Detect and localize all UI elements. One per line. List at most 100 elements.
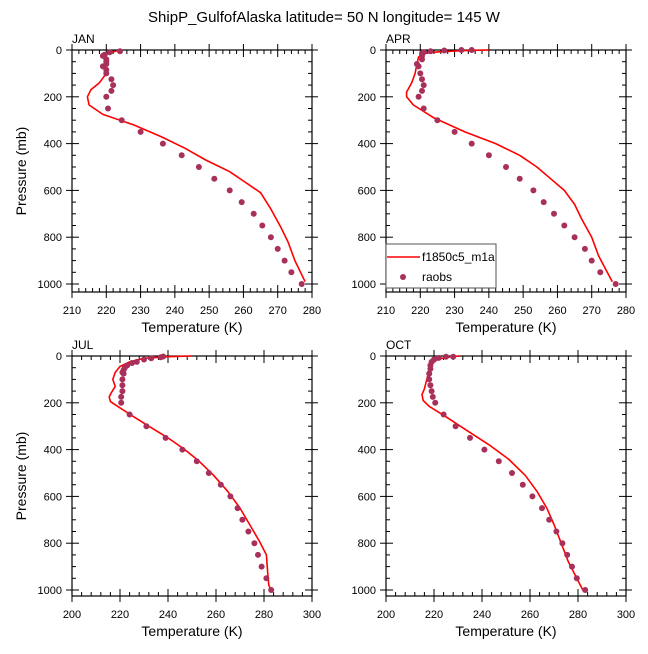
raobs-point: [427, 382, 434, 389]
legend-marker-swatch: [400, 274, 406, 280]
raobs-point: [178, 152, 185, 159]
y-tick-label: 800: [44, 232, 62, 244]
raobs-point: [581, 245, 588, 252]
x-tick-label: 240: [473, 609, 491, 621]
raobs-point: [458, 47, 465, 53]
raobs-point: [419, 87, 425, 94]
x-axis-label: Temperature (K): [141, 319, 242, 335]
y-tick-label: 1000: [38, 585, 62, 597]
raobs-point: [540, 199, 547, 206]
raobs-point: [245, 528, 252, 535]
raobs-point: [268, 587, 275, 593]
y-tick-label: 600: [358, 185, 376, 197]
raobs-point: [530, 187, 537, 194]
raobs-point: [468, 140, 475, 147]
raobs-point: [119, 382, 126, 389]
model-line-f1850c5_m1a: [421, 355, 584, 591]
raobs-point: [234, 505, 241, 512]
x-tick-label: 200: [377, 609, 395, 621]
model-line-f1850c5_m1a: [108, 355, 272, 591]
raobs-point: [428, 388, 435, 395]
raobs-point: [420, 105, 427, 112]
panel-jan: 210 220 230 240 250 260 270 280 0 200 400 600 800 100…: [13, 32, 321, 335]
y-tick-label: 1000: [352, 585, 376, 597]
x-tick-label: 220: [97, 305, 115, 317]
panel-apr: 210 220 230 240 250 260 270 280 0 200 400 600 800 100…: [352, 32, 636, 335]
raobs-point: [217, 481, 224, 488]
x-axis-label: Temperature (K): [141, 623, 242, 639]
raobs-point: [467, 434, 473, 441]
raobs-point: [481, 446, 488, 453]
raobs-point: [157, 354, 164, 361]
x-tick-label: 220: [411, 305, 429, 317]
raobs-point: [415, 63, 422, 70]
raobs-point: [612, 281, 619, 287]
raobs-point: [118, 117, 125, 124]
raobs-point: [419, 56, 425, 63]
raobs-point: [582, 587, 589, 593]
x-tick-label: 250: [200, 305, 218, 317]
raobs-point: [426, 370, 433, 377]
y-tick-label: 600: [44, 491, 62, 503]
x-tick-label: 240: [159, 609, 177, 621]
raobs-point: [509, 470, 515, 476]
x-tick-label: 240: [166, 305, 184, 317]
raobs-point: [129, 360, 135, 366]
raobs-point: [103, 70, 110, 77]
raobs-point: [119, 388, 126, 395]
panel-label: JUL: [72, 338, 94, 352]
y-tick-label: 800: [358, 232, 376, 244]
panel-label: OCT: [386, 338, 412, 352]
raobs-point: [205, 470, 212, 476]
raobs-point: [569, 563, 575, 570]
raobs-point: [118, 393, 125, 400]
raobs-point: [148, 355, 155, 362]
raobs-point: [451, 128, 458, 135]
y-tick-label: 200: [44, 92, 62, 104]
x-tick-label: 230: [445, 305, 463, 317]
raobs-point: [417, 70, 424, 77]
y-tick-label: 400: [358, 445, 376, 457]
raobs-point: [432, 399, 439, 406]
panel-jul: 200 220 240 260 280 300 0 200 400 600 800 1000 JUL Te…: [13, 338, 321, 639]
y-tick-label: 0: [370, 45, 376, 57]
raobs-point: [108, 87, 115, 94]
raobs-point: [267, 234, 274, 241]
raobs-point: [564, 551, 571, 558]
x-tick-label: 250: [514, 305, 532, 317]
raobs-point: [281, 257, 288, 264]
raobs-point: [503, 164, 509, 170]
raobs-point: [143, 423, 150, 430]
plot-frame: [385, 49, 627, 293]
raobs-point: [551, 210, 557, 217]
x-axis-label: Temperature (K): [455, 319, 556, 335]
raobs-point: [546, 516, 553, 523]
raobs-point: [571, 234, 578, 241]
raobs-point: [429, 393, 436, 400]
x-tick-label: 280: [617, 305, 635, 317]
raobs-point: [195, 164, 202, 170]
raobs-point: [450, 353, 457, 360]
y-tick-label: 200: [44, 398, 62, 410]
raobs-point: [179, 446, 186, 453]
x-tick-label: 220: [111, 609, 129, 621]
y-tick-label: 600: [358, 491, 376, 503]
x-tick-label: 260: [521, 609, 539, 621]
x-tick-label: 280: [569, 609, 587, 621]
raobs-point: [529, 493, 536, 500]
raobs-point: [137, 128, 144, 135]
raobs-point: [226, 187, 233, 194]
y-tick-label: 400: [44, 139, 62, 151]
raobs-point: [561, 222, 568, 229]
raobs-point: [105, 105, 111, 112]
x-tick-label: 220: [425, 609, 443, 621]
x-tick-label: 200: [63, 609, 81, 621]
raobs-point: [159, 140, 166, 147]
raobs-point: [259, 222, 266, 229]
raobs-point: [426, 376, 433, 383]
raobs-point: [298, 281, 305, 287]
panel-label: APR: [386, 32, 411, 46]
raobs-point: [120, 370, 127, 377]
legend-box: [385, 243, 497, 289]
y-tick-label: 0: [56, 351, 62, 363]
